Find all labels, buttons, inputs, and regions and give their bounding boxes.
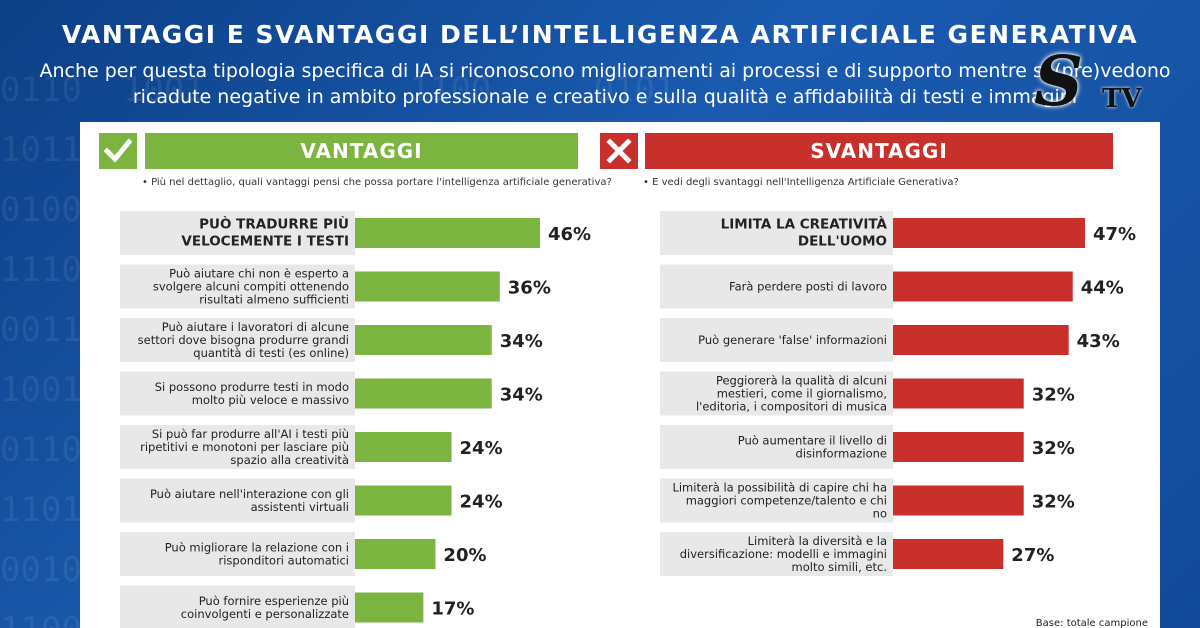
page-title: VANTAGGI E SVANTAGGI DELL’INTELLIGENZA A… xyxy=(61,20,1139,49)
page-subtitle: Anche per questa tipologia specifica di … xyxy=(39,60,1171,108)
adv-category-label: VELOCEMENTE I TESTI xyxy=(181,234,349,250)
disadvantages-question-text: E vedi degli svantaggi nell'Intelligenza… xyxy=(652,177,959,188)
dis-label-bg xyxy=(660,478,893,523)
logo-s-letter: S xyxy=(1034,42,1084,122)
adv-category-label: svolgere alcuni compiti ottenendo xyxy=(153,280,349,294)
dis-category-label: Limiterà la diversità e la xyxy=(748,534,887,548)
content-panel: VANTAGGI SVANTAGGI • Più nel dettaglio, … xyxy=(80,122,1160,628)
dis-category-label: molto simili, etc. xyxy=(792,560,887,574)
adv-bar xyxy=(355,271,500,302)
dis-value-label: 43% xyxy=(1077,331,1120,352)
adv-label-bg xyxy=(120,318,355,362)
adv-bar xyxy=(355,325,492,355)
adv-bar xyxy=(355,218,540,248)
adv-category-label: ripetitivi e monotoni per lasciare più xyxy=(140,440,349,454)
advantages-header: VANTAGGI xyxy=(145,133,578,169)
dis-bar xyxy=(893,218,1085,248)
close-icon xyxy=(600,133,638,169)
dis-category-label: Peggiorerà la qualità di alcuni xyxy=(716,374,887,388)
adv-category-label: Può fornire esperienze più xyxy=(199,594,349,608)
dis-label-bg xyxy=(660,211,893,255)
logo-tv-letters: TV xyxy=(1102,84,1142,114)
dis-value-label: 32% xyxy=(1032,385,1075,406)
adv-label-bg xyxy=(120,211,355,255)
disadvantages-question: • E vedi degli svantaggi nell'Intelligen… xyxy=(643,177,959,188)
adv-label-bg xyxy=(120,371,355,416)
dis-bar xyxy=(893,432,1024,462)
adv-value-label: 34% xyxy=(500,385,543,406)
dis-value-label: 32% xyxy=(1032,438,1075,459)
adv-value-label: 24% xyxy=(460,438,503,459)
adv-category-label: Può aiutare nell'interazione con gli xyxy=(150,487,349,501)
disadvantages-header: SVANTAGGI xyxy=(645,133,1113,169)
dis-category-label: Può generare 'false' informazioni xyxy=(698,333,887,347)
dis-value-label: 27% xyxy=(1011,545,1054,566)
adv-category-label: Si può far produrre all'AI i testi più xyxy=(152,427,349,441)
adv-bar xyxy=(355,485,452,516)
dis-category-label: DELL'UOMO xyxy=(798,234,887,250)
dis-category-label: mestieri, come il giornalismo, xyxy=(717,387,887,401)
adv-category-label: assistenti virtuali xyxy=(251,500,349,514)
dis-bar xyxy=(893,378,1024,409)
adv-category-label: Può aiutare chi non è esperto a xyxy=(169,267,349,281)
dis-label-bg xyxy=(660,371,893,416)
dis-category-label: LIMITA LA CREATIVITÀ xyxy=(721,216,888,233)
adv-value-label: 24% xyxy=(460,492,503,513)
adv-label-bg xyxy=(120,425,355,469)
adv-bar xyxy=(355,592,424,623)
adv-label-bg xyxy=(120,585,355,628)
dis-bar xyxy=(893,485,1024,516)
adv-value-label: 46% xyxy=(548,224,591,245)
dis-value-label: 47% xyxy=(1093,224,1136,245)
adv-bar xyxy=(355,539,436,569)
adv-category-label: Si possono produrre testi in modo xyxy=(155,380,349,394)
adv-category-label: quantità di testi (es online) xyxy=(193,346,349,360)
adv-label-bg xyxy=(120,478,355,523)
check-icon xyxy=(99,133,137,169)
adv-category-label: molto più veloce e massivo xyxy=(192,393,349,407)
adv-category-label: PUÒ TRADURRE PIÙ xyxy=(199,215,349,233)
dis-category-label: Limiterà la possibilità di capire chi ha xyxy=(672,481,887,495)
dis-category-label: disinformazione xyxy=(796,447,887,461)
dis-category-label: Può aumentare il livello di xyxy=(738,434,887,448)
dis-bar xyxy=(893,271,1073,302)
advantages-question-text: Più nel dettaglio, quali vantaggi pensi … xyxy=(151,177,612,188)
dis-label-bg xyxy=(660,318,893,362)
advantages-question: • Più nel dettaglio, quali vantaggi pens… xyxy=(142,177,612,188)
dis-label-bg xyxy=(660,532,893,576)
adv-value-label: 20% xyxy=(443,545,486,566)
dis-value-label: 32% xyxy=(1032,492,1075,513)
dis-category-label: l'editoria, i compositori di musica xyxy=(696,400,887,414)
dis-label-bg xyxy=(660,425,893,469)
dis-value-label: 44% xyxy=(1081,278,1124,299)
adv-category-label: Può migliorare la relazione con i xyxy=(165,541,349,555)
adv-label-bg xyxy=(120,264,355,309)
dis-category-label: maggiori competenze/talento e chi xyxy=(686,494,887,508)
dis-category-label: diversificazione: modelli e immagini xyxy=(680,547,887,561)
adv-value-label: 36% xyxy=(508,278,551,299)
adv-category-label: risponditori automatici xyxy=(218,554,349,568)
dis-category-label: Farà perdere posti di lavoro xyxy=(729,280,887,294)
adv-bar xyxy=(355,378,492,409)
adv-value-label: 34% xyxy=(500,331,543,352)
dis-bar xyxy=(893,325,1069,355)
adv-category-label: Può aiutare i lavoratori di alcune xyxy=(162,320,349,334)
adv-category-label: coinvolgenti e personalizzate xyxy=(181,607,349,621)
footnote: Base: totale campione xyxy=(1036,618,1148,628)
dis-label-bg xyxy=(660,264,893,309)
stv-logo: S TV xyxy=(1030,42,1150,122)
adv-label-bg xyxy=(120,532,355,576)
adv-category-label: spazio alla creatività xyxy=(230,453,349,467)
dis-bar xyxy=(893,539,1004,569)
adv-category-label: risultati almeno sufficienti xyxy=(199,293,349,307)
dis-category-label: no xyxy=(873,507,887,521)
adv-value-label: 17% xyxy=(431,599,474,620)
adv-bar xyxy=(355,432,452,462)
adv-category-label: settori dove bisogna produrre grandi xyxy=(138,333,349,347)
